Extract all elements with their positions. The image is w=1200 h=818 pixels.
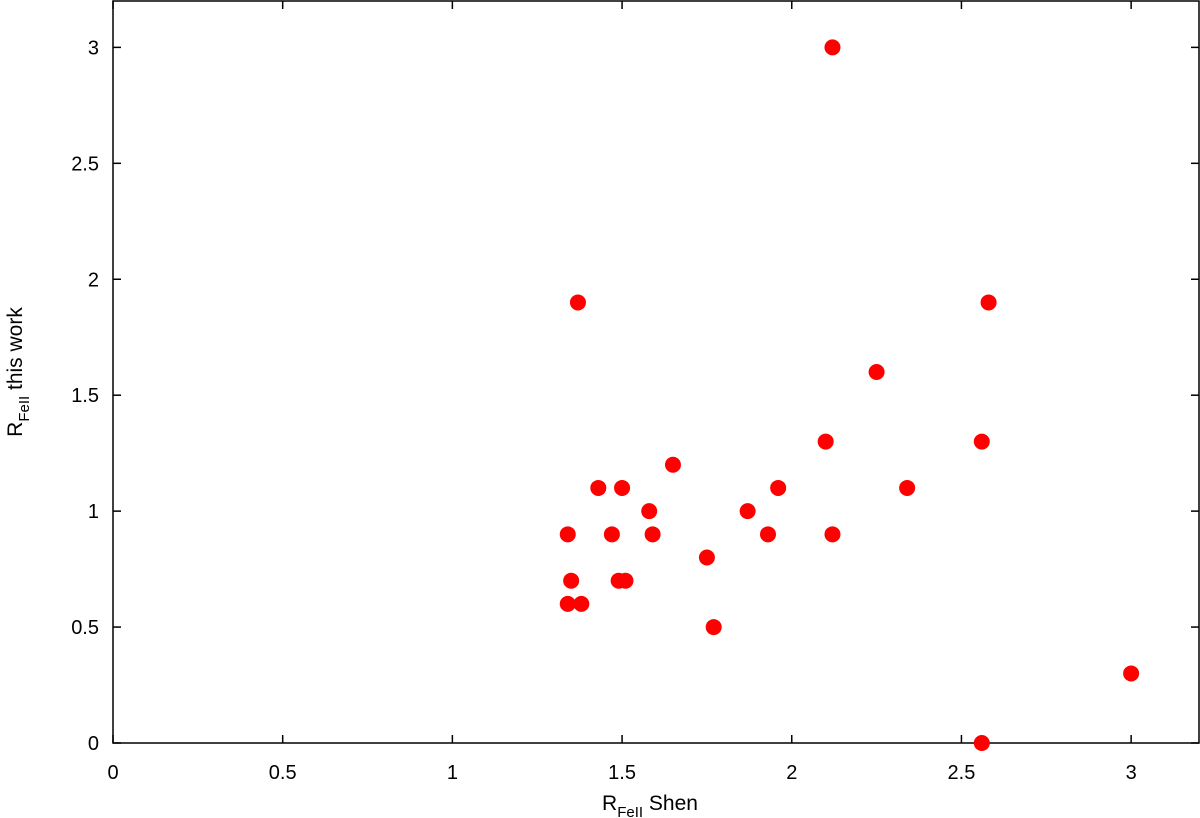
data-point (817, 433, 834, 450)
data-point (559, 526, 576, 543)
data-point (641, 503, 658, 520)
x-tick-label: 2.5 (948, 762, 976, 784)
x-tick-label: 2 (786, 762, 797, 784)
data-point (1123, 665, 1140, 682)
x-axis-label-rest: Shen (643, 792, 698, 815)
data-point (980, 294, 997, 311)
data-point (824, 526, 841, 543)
data-point (759, 526, 776, 543)
data-point (973, 433, 990, 450)
data-point (664, 456, 681, 473)
y-tick-label: 2 (88, 269, 99, 291)
data-point (644, 526, 661, 543)
x-axis-label: RFeII Shen (602, 792, 698, 818)
data-point (739, 503, 756, 520)
data-point (573, 595, 590, 612)
plot-area (112, 0, 1200, 751)
y-axis-tick-labels: 0 0.5 1 1.5 2 2.5 3 (71, 37, 99, 755)
x-axis-label-main: R (602, 792, 617, 815)
x-axis-ticks (112, 1, 1132, 743)
x-tick-label: 0 (107, 762, 118, 784)
data-point (614, 479, 631, 496)
y-axis-label-subscript: FeII (16, 396, 33, 422)
y-tick-label: 3 (88, 37, 99, 59)
data-point (617, 572, 634, 589)
data-point (603, 526, 620, 543)
x-tick-label: 1.5 (608, 762, 636, 784)
data-point (824, 39, 841, 56)
y-axis-label-main: R (4, 422, 27, 437)
data-point (563, 572, 580, 589)
x-tick-label: 1 (447, 762, 458, 784)
data-point (698, 549, 715, 566)
y-tick-label: 2.5 (71, 153, 99, 175)
data-point (705, 619, 722, 636)
data-point (899, 479, 916, 496)
y-axis-label: RFeII this work (4, 307, 33, 437)
y-tick-label: 0 (88, 733, 99, 755)
data-point (569, 294, 586, 311)
x-axis-tick-labels: 0 0.5 1 1.5 2 2.5 3 (107, 762, 1136, 784)
y-tick-label: 1 (88, 501, 99, 523)
y-axis-ticks (113, 46, 1199, 744)
data-point (590, 479, 607, 496)
y-tick-label: 1.5 (71, 385, 99, 407)
x-tick-label: 0.5 (269, 762, 297, 784)
data-point (559, 595, 576, 612)
x-tick-label: 3 (1126, 762, 1137, 784)
data-point (868, 364, 885, 380)
data-points (559, 39, 1140, 751)
y-tick-label: 0.5 (71, 617, 99, 639)
data-point (973, 735, 990, 751)
data-point (770, 479, 787, 496)
x-axis-label-subscript: FeII (617, 804, 643, 818)
plot-frame (112, 0, 1200, 744)
y-axis-label-rest: this work (4, 307, 27, 396)
